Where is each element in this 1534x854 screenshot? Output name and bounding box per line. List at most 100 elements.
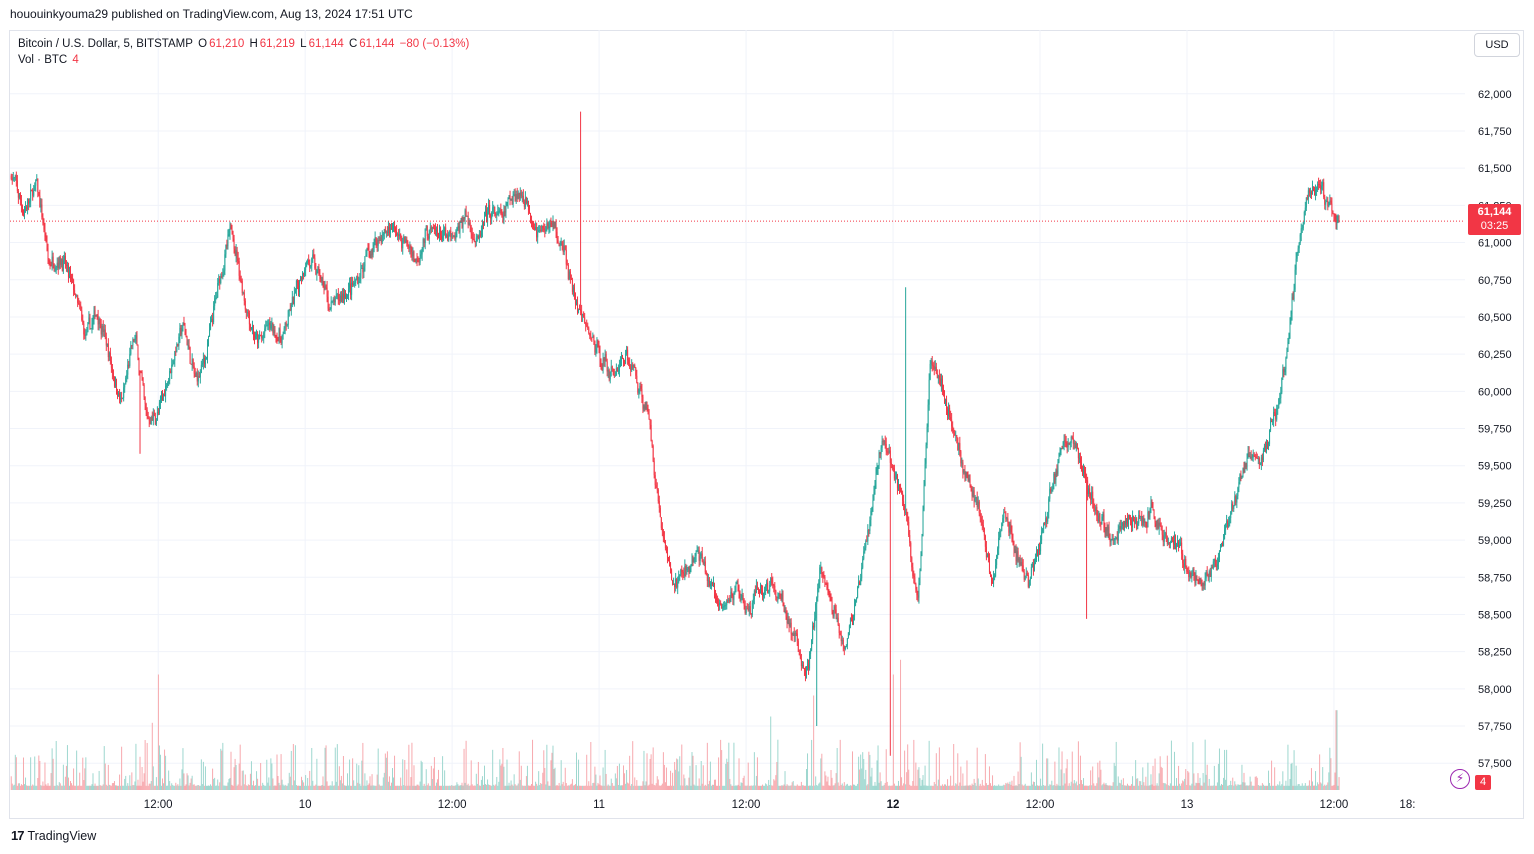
- volume-bar: [197, 785, 199, 790]
- volume-bar: [1310, 768, 1312, 790]
- candle-body: [1106, 528, 1108, 532]
- price-axis: 62,00061,75061,50061,25061,00060,75060,5…: [1478, 89, 1512, 770]
- volume-bar: [331, 781, 333, 790]
- candle-body: [567, 265, 569, 279]
- volume-bar: [294, 745, 296, 790]
- candle-body: [305, 265, 307, 271]
- volume-bar: [465, 740, 467, 790]
- candle-body: [68, 272, 70, 277]
- candle-body: [804, 670, 806, 677]
- candle-body: [98, 319, 100, 325]
- volume-bar: [743, 775, 745, 790]
- candle-body: [1193, 569, 1195, 575]
- volume-badge: 4: [1475, 775, 1491, 790]
- volume-bar: [1131, 784, 1133, 790]
- volume-bar: [596, 785, 598, 790]
- volume-bar: [1239, 785, 1241, 790]
- candle-body: [1087, 480, 1089, 495]
- candle-body: [22, 213, 24, 215]
- volume-bar: [58, 782, 60, 790]
- volume-bar: [618, 763, 620, 790]
- candle-body: [1000, 531, 1002, 532]
- volume-bar: [348, 785, 350, 790]
- volume-bar: [180, 785, 182, 790]
- volume-bar: [767, 785, 769, 790]
- volume-bar: [151, 722, 153, 790]
- x-tick-label: 11: [593, 799, 605, 811]
- candle-body: [380, 237, 382, 243]
- candle-body: [617, 370, 619, 372]
- volume-bar: [570, 783, 572, 790]
- volume-bar: [772, 785, 774, 790]
- candle-body: [481, 224, 483, 232]
- volume-bar: [67, 777, 69, 790]
- volume-bar: [840, 785, 842, 790]
- chart-frame[interactable]: [9, 30, 1524, 819]
- candle-body: [66, 265, 68, 266]
- lightning-icon[interactable]: ⚡: [1450, 769, 1470, 789]
- currency-button[interactable]: USD: [1474, 33, 1520, 57]
- volume-bar: [914, 785, 916, 790]
- candle-body: [460, 218, 462, 222]
- volume-label[interactable]: Vol · BTC: [18, 54, 68, 66]
- candle-body: [163, 395, 165, 397]
- volume-bar: [376, 774, 378, 790]
- candle-body: [759, 588, 761, 593]
- candle-body: [1125, 518, 1127, 525]
- volume-bar: [771, 785, 773, 790]
- candle-body: [51, 256, 53, 266]
- volume-bar: [234, 758, 236, 790]
- volume-bar: [589, 785, 591, 790]
- volume-bar: [140, 785, 142, 790]
- candle-body: [554, 221, 556, 226]
- volume-bar: [413, 765, 415, 790]
- candle-body: [395, 227, 397, 232]
- volume-bar: [449, 785, 451, 790]
- candle-body: [1199, 578, 1201, 584]
- candle-body: [414, 259, 416, 262]
- volume-bar: [983, 785, 985, 790]
- volume-bar: [1286, 785, 1288, 790]
- volume-bar: [1195, 782, 1197, 790]
- volume-bar: [213, 778, 215, 790]
- volume-bar: [703, 785, 705, 790]
- candle-body: [988, 557, 990, 573]
- symbol-name[interactable]: Bitcoin / U.S. Dollar, 5, BITSTAMP: [18, 38, 193, 50]
- volume-bar: [740, 782, 742, 790]
- candle-body: [891, 464, 893, 468]
- volume-bar: [620, 785, 622, 790]
- volume-bar: [996, 785, 998, 790]
- candle-body: [452, 236, 454, 238]
- y-tick-label: 62,000: [1478, 89, 1512, 101]
- volume-bar: [1146, 785, 1148, 790]
- volume-bar: [1234, 781, 1236, 790]
- candle-body: [915, 583, 917, 590]
- volume-bar: [1248, 785, 1250, 790]
- candle-body: [30, 189, 32, 202]
- volume-bar: [421, 762, 423, 790]
- volume-bar: [499, 759, 501, 790]
- volume-bar: [386, 751, 388, 790]
- volume-bar: [534, 785, 536, 790]
- volume-bar: [603, 785, 605, 790]
- volume-bar: [686, 784, 688, 790]
- volume-bar: [964, 785, 966, 790]
- volume-value: 4: [72, 54, 79, 66]
- volume-bar: [1262, 784, 1264, 790]
- candle-body: [695, 551, 697, 556]
- candle-body: [874, 484, 876, 493]
- candle-body: [713, 582, 715, 596]
- volume-bar: [1295, 765, 1297, 790]
- volume-bar: [325, 745, 327, 790]
- candle-body: [1070, 436, 1072, 443]
- candle-body: [106, 343, 108, 346]
- volume-bar: [566, 785, 568, 790]
- volume-bar: [861, 768, 863, 790]
- volume-bar: [77, 785, 79, 790]
- candle-body: [1049, 488, 1051, 499]
- candle-body: [184, 322, 186, 332]
- volume-bar: [1099, 760, 1101, 790]
- candle-body: [548, 226, 550, 229]
- tradingview-logo[interactable]: 17 TradingView: [11, 828, 96, 843]
